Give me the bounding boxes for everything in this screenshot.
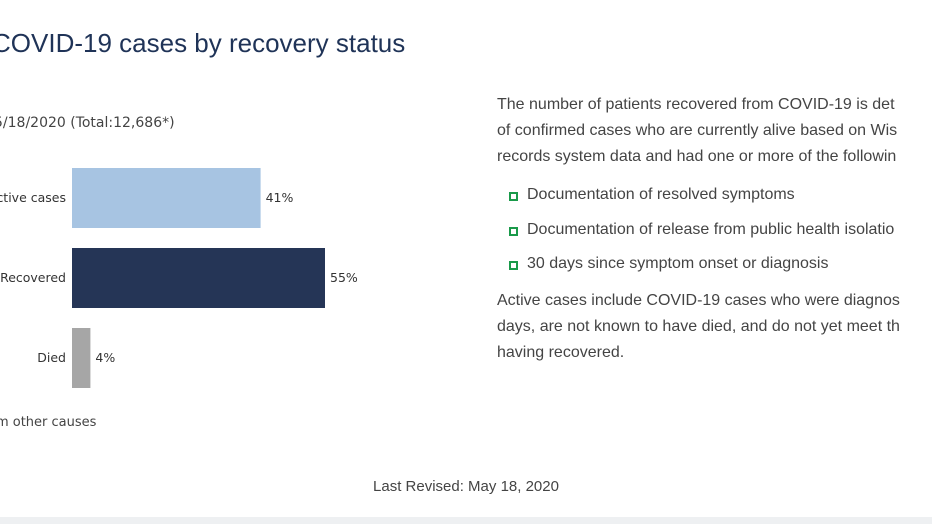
description-outro: Active cases include COVID-19 cases who … [497,288,932,366]
list-item-text: 30 days since symptom onset or diagnosis [527,255,829,272]
bar-chart: ctive cases 41% Recovered 55% Died 4% [0,168,358,388]
description-intro: The number of patients recovered from CO… [497,92,932,170]
bar-2 [72,328,91,388]
square-bullet-icon [509,261,518,270]
value-label: 55% [330,270,358,285]
list-item-text: Documentation of release from public hea… [527,220,895,238]
bar-0 [72,168,261,228]
bar-1 [72,248,325,308]
square-bullet-icon [509,192,518,201]
category-label: ctive cases [0,190,66,205]
last-revised: Last Revised: May 18, 2020 [373,478,559,495]
intro-line: records system data and had one or more … [497,148,897,165]
outro-line: days, are not known to have died, and do… [497,317,900,335]
intro-line: of confirmed cases who are currently ali… [497,122,898,139]
chart-subtitle: 5/18/2020 (Total:12,686*) [0,115,175,131]
outro-line: Active cases include COVID-19 cases who … [497,291,900,309]
square-bullet-icon [509,226,518,236]
list-item-text: Documentation of resolved symptoms [527,186,795,203]
footer-divider [0,517,932,524]
value-label: 41% [266,190,294,205]
criteria-list: Documentation of resolved symptoms Docum… [497,178,932,282]
list-item: Documentation of release from public hea… [509,213,932,248]
list-item: Documentation of resolved symptoms [509,178,932,213]
intro-line: The number of patients recovered from CO… [497,96,895,113]
category-label: Recovered [0,270,66,285]
value-label: 4% [95,350,115,365]
list-item: 30 days since symptom onset or diagnosis [509,247,932,282]
chart-footnote: om other causes [0,415,97,430]
description-panel: The number of patients recovered from CO… [497,92,932,366]
category-label: Died [37,350,66,365]
chart-title: COVID-19 cases by recovery status [0,28,406,58]
outro-line: having recovered. [497,343,625,361]
